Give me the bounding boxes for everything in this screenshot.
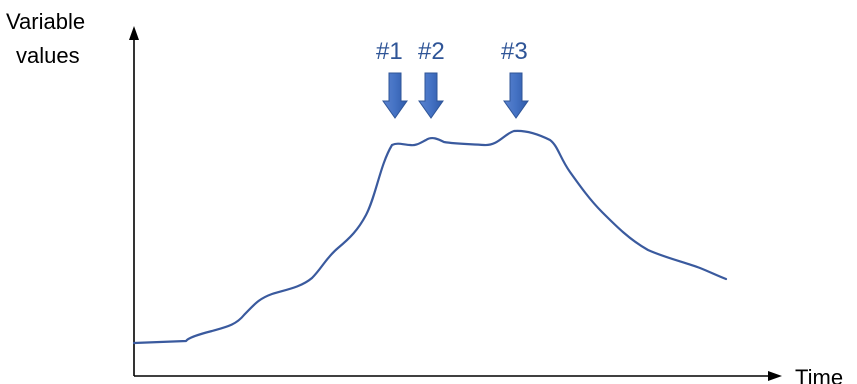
marker-3-label: #3: [501, 38, 528, 65]
down-arrow-icon: [418, 72, 444, 119]
down-arrow-icon: [503, 72, 529, 119]
marker-1: #1: [376, 38, 408, 119]
x-axis-label: Time: [795, 365, 843, 384]
y-axis-arrowhead: [129, 26, 139, 40]
down-arrow-icon: [382, 72, 408, 119]
marker-3: #3: [501, 38, 529, 119]
marker-2: #2: [418, 38, 445, 119]
marker-2-label: #2: [418, 38, 445, 65]
y-axis-label-line2: values: [16, 43, 80, 68]
variable-curve: [132, 129, 728, 345]
x-axis-arrowhead: [768, 371, 782, 381]
axes: [129, 26, 782, 381]
y-axis-label-line1: Variable: [6, 9, 85, 34]
marker-1-label: #1: [376, 38, 403, 65]
